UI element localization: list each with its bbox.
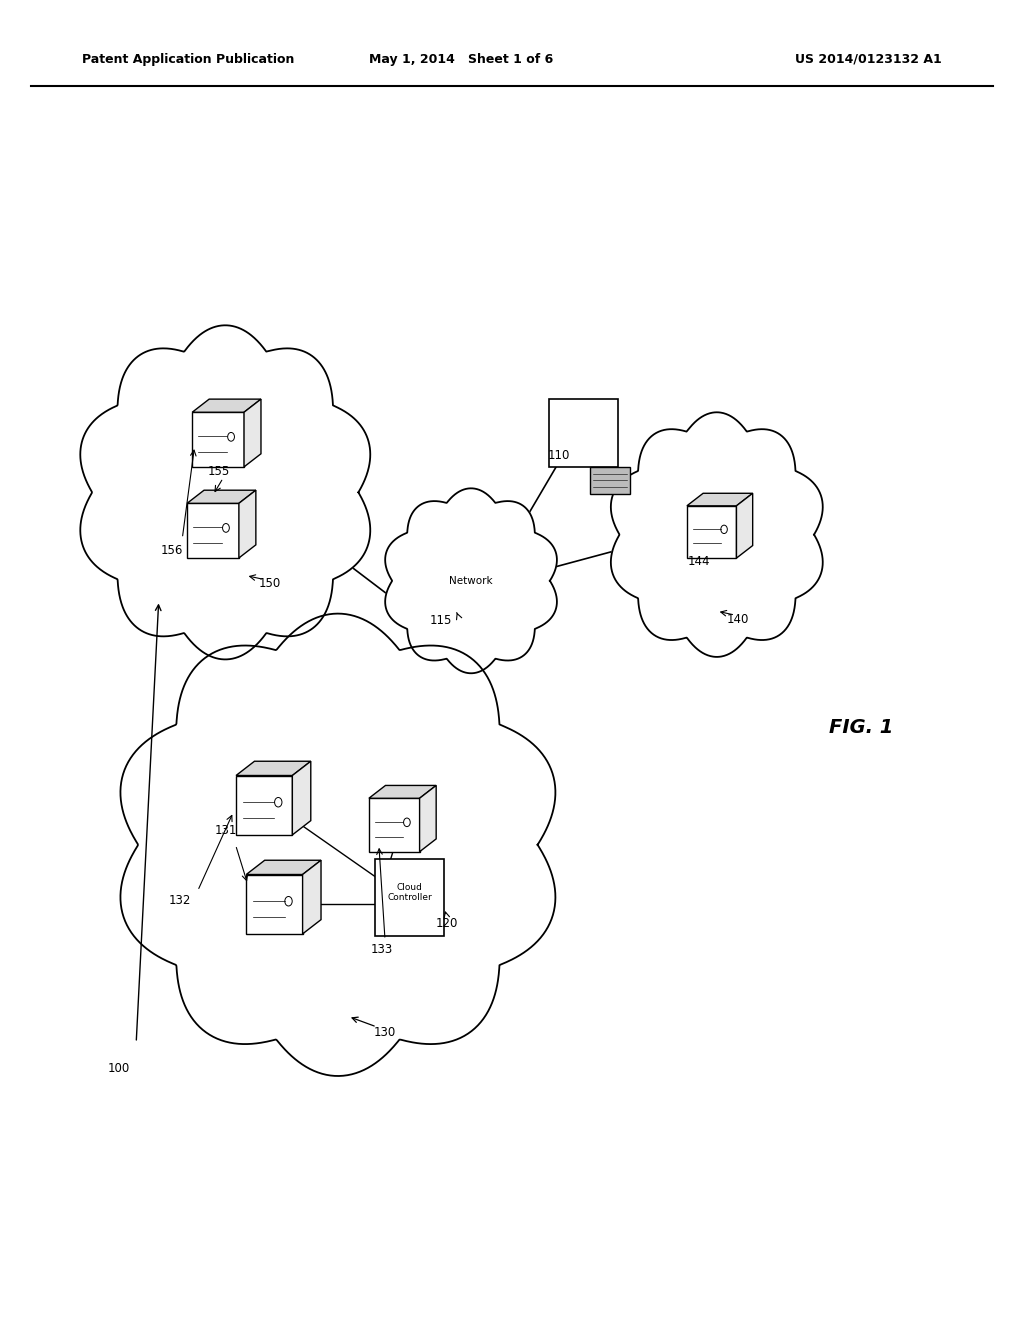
Polygon shape bbox=[385, 488, 557, 673]
Polygon shape bbox=[121, 614, 555, 1076]
Polygon shape bbox=[193, 399, 261, 412]
Polygon shape bbox=[187, 503, 239, 558]
Text: 156: 156 bbox=[161, 544, 183, 557]
Polygon shape bbox=[687, 494, 753, 506]
Polygon shape bbox=[193, 412, 244, 467]
Polygon shape bbox=[80, 325, 371, 660]
FancyBboxPatch shape bbox=[375, 859, 444, 936]
Text: Network: Network bbox=[450, 576, 493, 586]
Text: 115: 115 bbox=[430, 614, 453, 627]
Text: 130: 130 bbox=[374, 1026, 396, 1039]
Polygon shape bbox=[247, 861, 322, 874]
Text: 133: 133 bbox=[371, 942, 393, 956]
Text: May 1, 2014   Sheet 1 of 6: May 1, 2014 Sheet 1 of 6 bbox=[369, 53, 553, 66]
Polygon shape bbox=[549, 399, 618, 467]
Polygon shape bbox=[590, 467, 631, 494]
Polygon shape bbox=[420, 785, 436, 851]
Polygon shape bbox=[736, 494, 753, 558]
Polygon shape bbox=[244, 399, 261, 467]
Text: Cloud
Controller: Cloud Controller bbox=[387, 883, 432, 902]
Polygon shape bbox=[236, 776, 293, 836]
Text: 140: 140 bbox=[727, 612, 750, 626]
Text: 131: 131 bbox=[215, 824, 238, 837]
Text: 120: 120 bbox=[435, 916, 458, 929]
Polygon shape bbox=[293, 762, 311, 836]
Polygon shape bbox=[247, 874, 303, 935]
Polygon shape bbox=[687, 506, 736, 558]
Polygon shape bbox=[239, 490, 256, 558]
Polygon shape bbox=[611, 412, 822, 657]
Polygon shape bbox=[369, 799, 420, 851]
Polygon shape bbox=[187, 490, 256, 503]
Text: 100: 100 bbox=[108, 1061, 130, 1074]
Text: 132: 132 bbox=[169, 894, 191, 907]
Text: Patent Application Publication: Patent Application Publication bbox=[82, 53, 294, 66]
Text: 155: 155 bbox=[208, 465, 230, 478]
Polygon shape bbox=[369, 785, 436, 799]
Text: FIG. 1: FIG. 1 bbox=[829, 718, 894, 737]
Text: US 2014/0123132 A1: US 2014/0123132 A1 bbox=[796, 53, 942, 66]
Polygon shape bbox=[236, 762, 311, 776]
Text: 150: 150 bbox=[259, 577, 282, 590]
Polygon shape bbox=[303, 861, 322, 935]
Text: 110: 110 bbox=[548, 449, 570, 462]
Text: 144: 144 bbox=[688, 554, 711, 568]
